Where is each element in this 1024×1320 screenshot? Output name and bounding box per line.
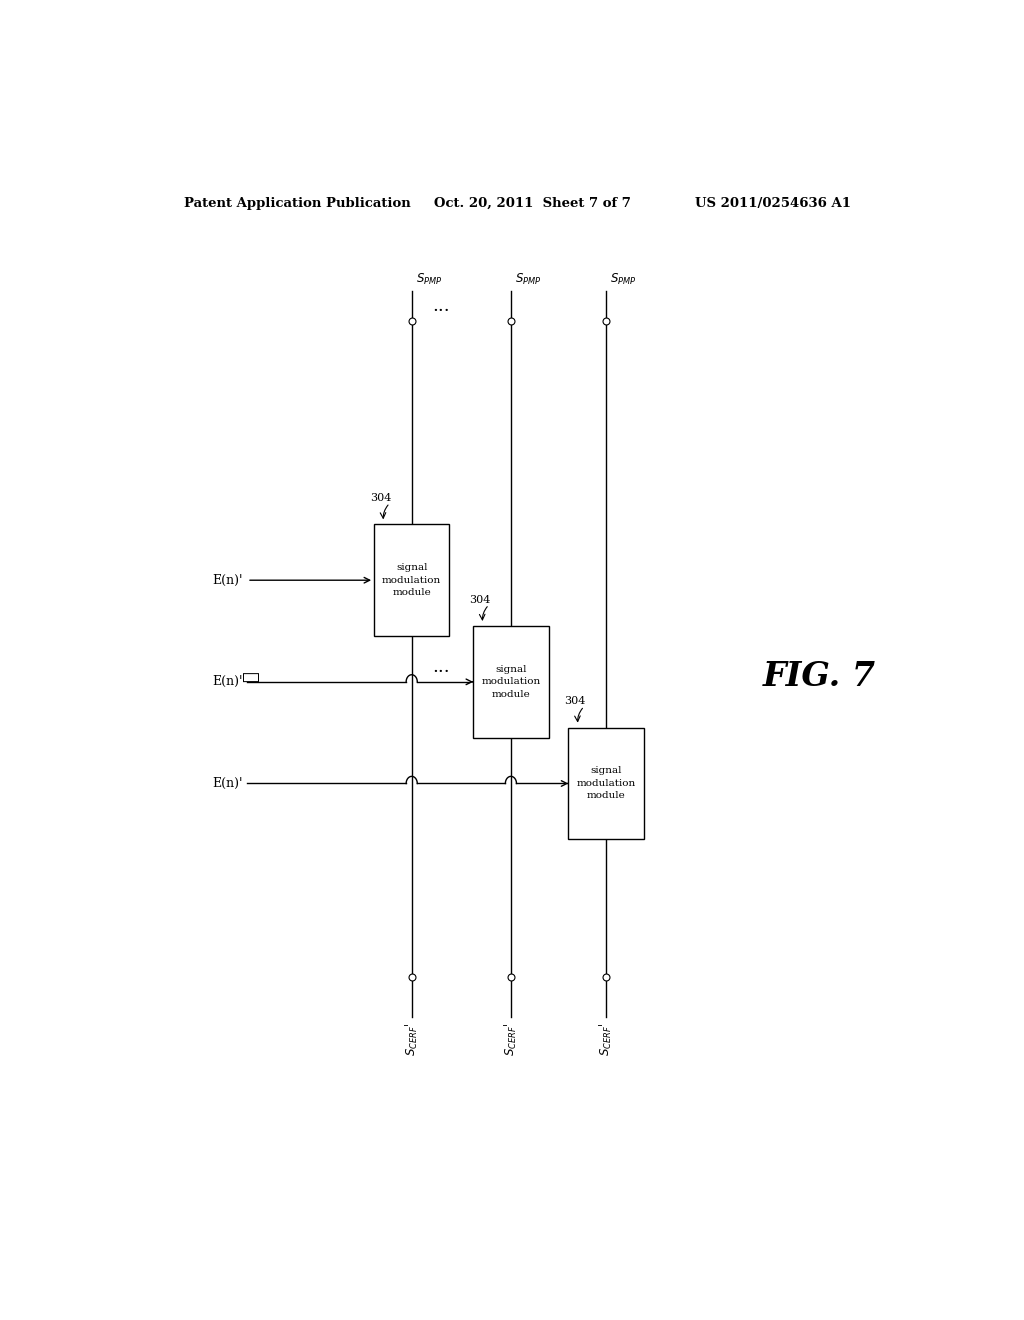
Text: E(n)': E(n)': [213, 777, 243, 789]
Text: E(n)': E(n)': [213, 574, 243, 586]
Text: 304: 304: [564, 696, 586, 706]
Text: signal
modulation
module: signal modulation module: [382, 564, 441, 597]
Text: $S_{PMP}$: $S_{PMP}$: [416, 272, 442, 288]
Text: $S_{PMP}$: $S_{PMP}$: [610, 272, 637, 288]
Text: $S_{CERF}$': $S_{CERF}$': [403, 1022, 420, 1056]
Text: 304: 304: [370, 492, 391, 503]
Text: E(n)': E(n)': [213, 676, 243, 688]
Text: $S_{CERF}$': $S_{CERF}$': [503, 1022, 519, 1056]
Text: 304: 304: [469, 594, 490, 605]
Text: signal
modulation
module: signal modulation module: [481, 665, 541, 698]
Polygon shape: [374, 524, 450, 636]
Polygon shape: [568, 727, 644, 840]
Polygon shape: [473, 626, 549, 738]
Text: Patent Application Publication: Patent Application Publication: [183, 197, 411, 210]
Text: ⋯: ⋯: [242, 672, 260, 682]
Text: US 2011/0254636 A1: US 2011/0254636 A1: [695, 197, 851, 210]
Text: FIG. 7: FIG. 7: [763, 660, 876, 693]
Text: ...: ...: [433, 657, 451, 676]
Text: Oct. 20, 2011  Sheet 7 of 7: Oct. 20, 2011 Sheet 7 of 7: [433, 197, 631, 210]
Text: ...: ...: [433, 297, 451, 314]
Text: $S_{CERF}$': $S_{CERF}$': [598, 1022, 614, 1056]
Text: signal
modulation
module: signal modulation module: [577, 767, 636, 800]
Text: $S_{PMP}$: $S_{PMP}$: [515, 272, 542, 288]
